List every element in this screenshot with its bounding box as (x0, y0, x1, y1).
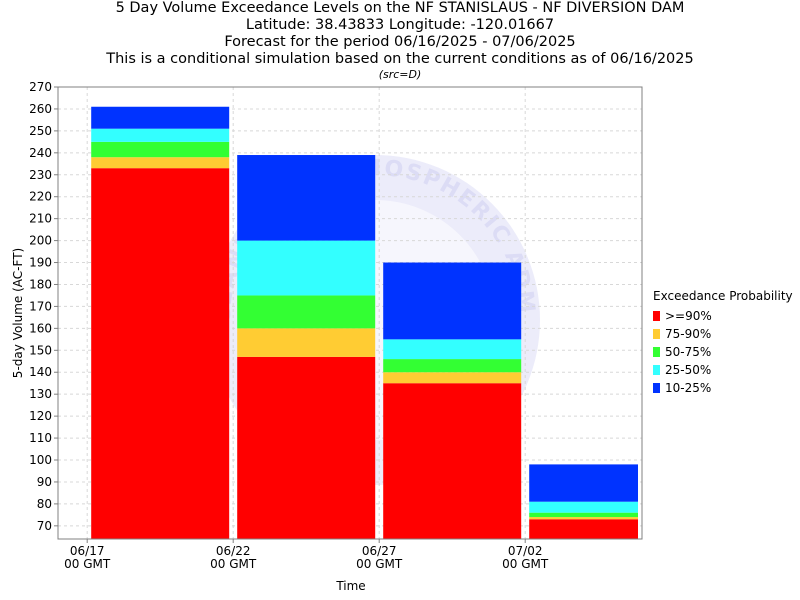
y-tick-label: 220 (29, 190, 52, 204)
x-tick-label: 07/02 (508, 544, 543, 558)
y-tick-label: 160 (29, 321, 52, 335)
legend-swatch-icon (653, 365, 660, 375)
x-tick-label: 06/17 (70, 544, 105, 558)
y-tick-label: 140 (29, 365, 52, 379)
y-tick-label: 100 (29, 453, 52, 467)
x-tick-sublabel: 00 GMT (64, 557, 111, 571)
y-tick-label: 70 (37, 519, 52, 533)
x-axis-label: Time (335, 579, 365, 593)
bar-segment-1-1 (91, 168, 230, 540)
bar-segment-3-5 (383, 262, 522, 340)
bar-segment-1-5 (91, 106, 230, 129)
x-tick-sublabel: 00 GMT (356, 557, 403, 571)
bar-segment-4-4 (529, 501, 638, 513)
y-tick-label: 200 (29, 234, 52, 248)
y-tick-label: 150 (29, 343, 52, 357)
bar-segment-4-2 (529, 517, 638, 520)
y-tick-label: 270 (29, 80, 52, 94)
bar-segment-3-4 (383, 339, 522, 360)
bar-segment-4-3 (529, 512, 638, 518)
chart-source-note: (src=D) (378, 68, 422, 81)
y-tick-label: 190 (29, 256, 52, 270)
bar-segment-2-3 (237, 295, 376, 329)
y-tick-label: 250 (29, 124, 52, 138)
bar-segment-1-3 (91, 141, 230, 158)
legend-label: 75-90% (665, 327, 712, 341)
legend-title: Exceedance Probability (653, 289, 793, 303)
chart-location: Latitude: 38.43833 Longitude: -120.01667 (245, 17, 555, 33)
x-tick-sublabel: 00 GMT (210, 557, 257, 571)
y-tick-label: 230 (29, 168, 52, 182)
bar-segment-2-1 (237, 356, 376, 539)
bar-segment-2-4 (237, 240, 376, 296)
y-tick-label: 180 (29, 277, 52, 291)
bar-segment-3-3 (383, 359, 522, 373)
legend-item: 75-90% (653, 325, 793, 343)
y-axis-ticks: 70 80 90 100 110 120 130 140 150 160 170 180 190 200 2… (29, 80, 58, 533)
y-tick-label: 210 (29, 212, 52, 226)
bar-segment-2-5 (237, 155, 376, 241)
bar-segment-1-2 (91, 157, 230, 169)
x-tick-label: 06/27 (362, 544, 397, 558)
legend-item: 50-75% (653, 343, 793, 361)
legend-label: 10-25% (665, 381, 712, 395)
legend-swatch-icon (653, 329, 660, 339)
y-tick-label: 80 (37, 497, 52, 511)
legend-label: 25-50% (665, 363, 712, 377)
legend-swatch-icon (653, 347, 660, 357)
y-tick-label: 110 (29, 431, 52, 445)
legend-item: >=90% (653, 307, 793, 325)
legend-swatch-icon (653, 383, 660, 393)
chart-condition-note: This is a conditional simulation based o… (106, 51, 694, 67)
plot-area-border (57, 86, 643, 540)
chart-forecast-period: Forecast for the period 06/16/2025 - 07/… (224, 34, 576, 50)
chart-bars (91, 106, 638, 540)
bar-segment-3-1 (383, 383, 522, 539)
y-tick-label: 130 (29, 387, 52, 401)
y-tick-label: 120 (29, 409, 52, 423)
y-tick-label: 90 (37, 475, 52, 489)
legend-label: 50-75% (665, 345, 712, 359)
x-tick-sublabel: 00 GMT (502, 557, 549, 571)
bar-segment-4-1 (529, 519, 638, 539)
chart-axes (57, 86, 643, 540)
y-tick-label: 170 (29, 299, 52, 313)
legend-item: 10-25% (653, 379, 793, 397)
legend: Exceedance Probability >=90% 75-90% 50-75%… (653, 289, 793, 397)
bar-segment-4-5 (529, 464, 638, 502)
chart-title: 5 Day Volume Exceedance Levels on the NF… (115, 0, 685, 16)
bar-segment-3-2 (383, 372, 522, 384)
y-tick-label: 240 (29, 146, 52, 160)
legend-items: >=90% 75-90% 50-75% 25-50% 10-25% (653, 307, 793, 397)
y-tick-label: 260 (29, 102, 52, 116)
legend-label: >=90% (665, 309, 712, 323)
bar-segment-2-2 (237, 328, 376, 357)
legend-item: 25-50% (653, 361, 793, 379)
bar-segment-1-4 (91, 128, 230, 142)
chart-title-block: 5 Day Volume Exceedance Levels on the NF… (0, 0, 800, 82)
legend-swatch-icon (653, 311, 660, 321)
y-axis-label: 5-day Volume (AC-FT) (11, 248, 25, 378)
x-tick-label: 06/22 (216, 544, 251, 558)
